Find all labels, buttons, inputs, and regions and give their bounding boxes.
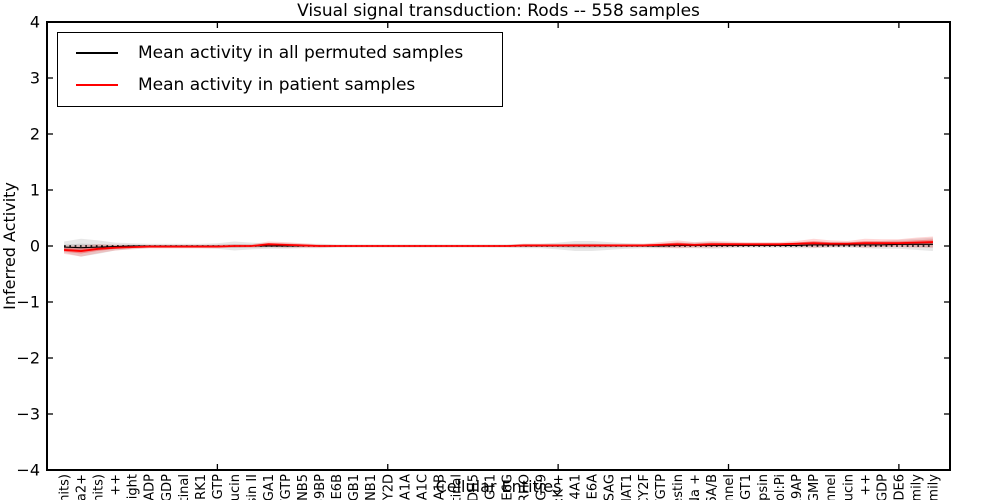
y-tick-label: 2 [30,125,40,144]
x-category-label: Transducin [841,474,856,500]
legend-item-permuted: Mean activity in all permuted samples [72,40,502,65]
y-tick-label: 0 [30,237,40,256]
x-category-label: GUCA1C [415,474,430,500]
x-category-label: CNGB1 [347,474,362,500]
x-category-label: mol:K + [552,474,567,500]
chart-title: Visual signal transduction: Rods -- 558 … [297,1,700,21]
legend-label-permuted: Mean activity in all permuted samples [138,42,464,63]
x-category-label: GUCY2F [637,474,652,500]
y-tick-label: 3 [30,69,40,88]
x-category-label: mol:GMP (4 units) [92,474,107,500]
x-category-label: Metarhodopsin II/Transducin [228,474,243,500]
x-category-label: GNB1 [364,474,379,500]
x-axis-label: Cellular Entities [435,477,562,496]
y-tick-label: −4 [16,461,40,480]
x-category-label: GC1/GCAP Family [909,474,924,500]
x-category-label: RDH5 [466,474,481,500]
x-category-label: mol:Pi [773,474,788,500]
legend-label-patient: Mean activity in patient samples [138,74,416,95]
x-category-label: GNAT1 [620,474,635,500]
y-tick-label: −1 [16,293,40,312]
x-category-label: mol:cGMP [807,474,822,500]
x-category-label: RHO [518,474,533,500]
x-category-label: cGMP/CNG Channel [824,474,839,500]
y-axis-label: Inferred Activity [0,182,19,310]
plot-contents: −4−3−2−101234Na + (4 Units)mol:Ca2+mol:G… [16,13,951,500]
x-category-label: mol:Ca ++ [109,474,124,500]
x-category-label: SLC24A1 [569,474,584,500]
x-category-label: Metarhodopsin II [245,474,260,500]
y-tick-label: 4 [30,13,40,32]
x-category-label: mol:GDP [160,474,175,500]
line-patient-mean [63,241,933,252]
x-category-label: CNG Channel [722,474,737,500]
x-category-label: mol:11-cis-retinal [449,474,464,500]
x-category-label: PDE6 [892,474,907,500]
x-category-label: GUCY2D [381,474,396,500]
patient-line-swatch-icon [76,83,118,86]
x-category-label: GNGT1 [483,474,498,500]
x-category-label: mol:Na + [688,474,703,500]
x-category-label: mol:ADP [143,474,158,500]
y-tick-label: 1 [30,181,40,200]
x-category-label: GCAP Family/Ca ++ [858,474,873,500]
x-category-label: PDE6B [330,474,345,500]
x-category-label: PDE6A [586,474,601,500]
band-patient-inner [64,239,933,254]
x-category-label: RGS9 [535,474,550,500]
x-category-label: Metarhodopsin II/Arrestin [671,474,686,500]
x-category-label: PDE6G [501,474,516,500]
x-category-label: mol:GTP [211,474,226,500]
x-category-label: PDE6G/GNAT1/GTP [654,474,669,500]
x-category-label: GRK1 [194,474,209,500]
x-category-label: GC2/GCAP Family [926,474,941,500]
permuted-line-swatch-icon [76,51,118,54]
band-permuted-outer [64,237,933,257]
x-category-label: Rhodopsin [756,474,771,500]
y-tick-label: −2 [16,349,40,368]
legend: Mean activity in all permuted samples Me… [57,32,503,107]
x-category-label: CNGA1 [262,474,277,500]
legend-item-patient: Mean activity in patient samples [72,72,502,97]
x-category-label: absorption of light [126,474,141,500]
x-category-label: GUCA1A [398,474,413,500]
x-category-label: SAG [603,474,618,500]
x-category-label: GNB1/GNGT1 [739,474,754,500]
x-category-label: mol:all-trans-retinal [177,474,192,500]
x-category-label: mol:Ca2+ [75,474,90,500]
y-tick-label: −3 [16,405,40,424]
x-category-label: PDE6A/B [705,474,720,500]
x-category-label: GNB5 [296,474,311,500]
x-category-label: RGS9-1/Gbeta5/R9AP [790,474,805,500]
x-category-label: GNAT1/GTP [279,474,294,500]
x-category-label: GUCA1B [432,474,447,500]
x-category-label: RGS9BP [313,474,328,500]
x-category-label: GNAT1/GDP [875,474,890,500]
x-category-label: Na + (4 Units) [58,474,73,500]
